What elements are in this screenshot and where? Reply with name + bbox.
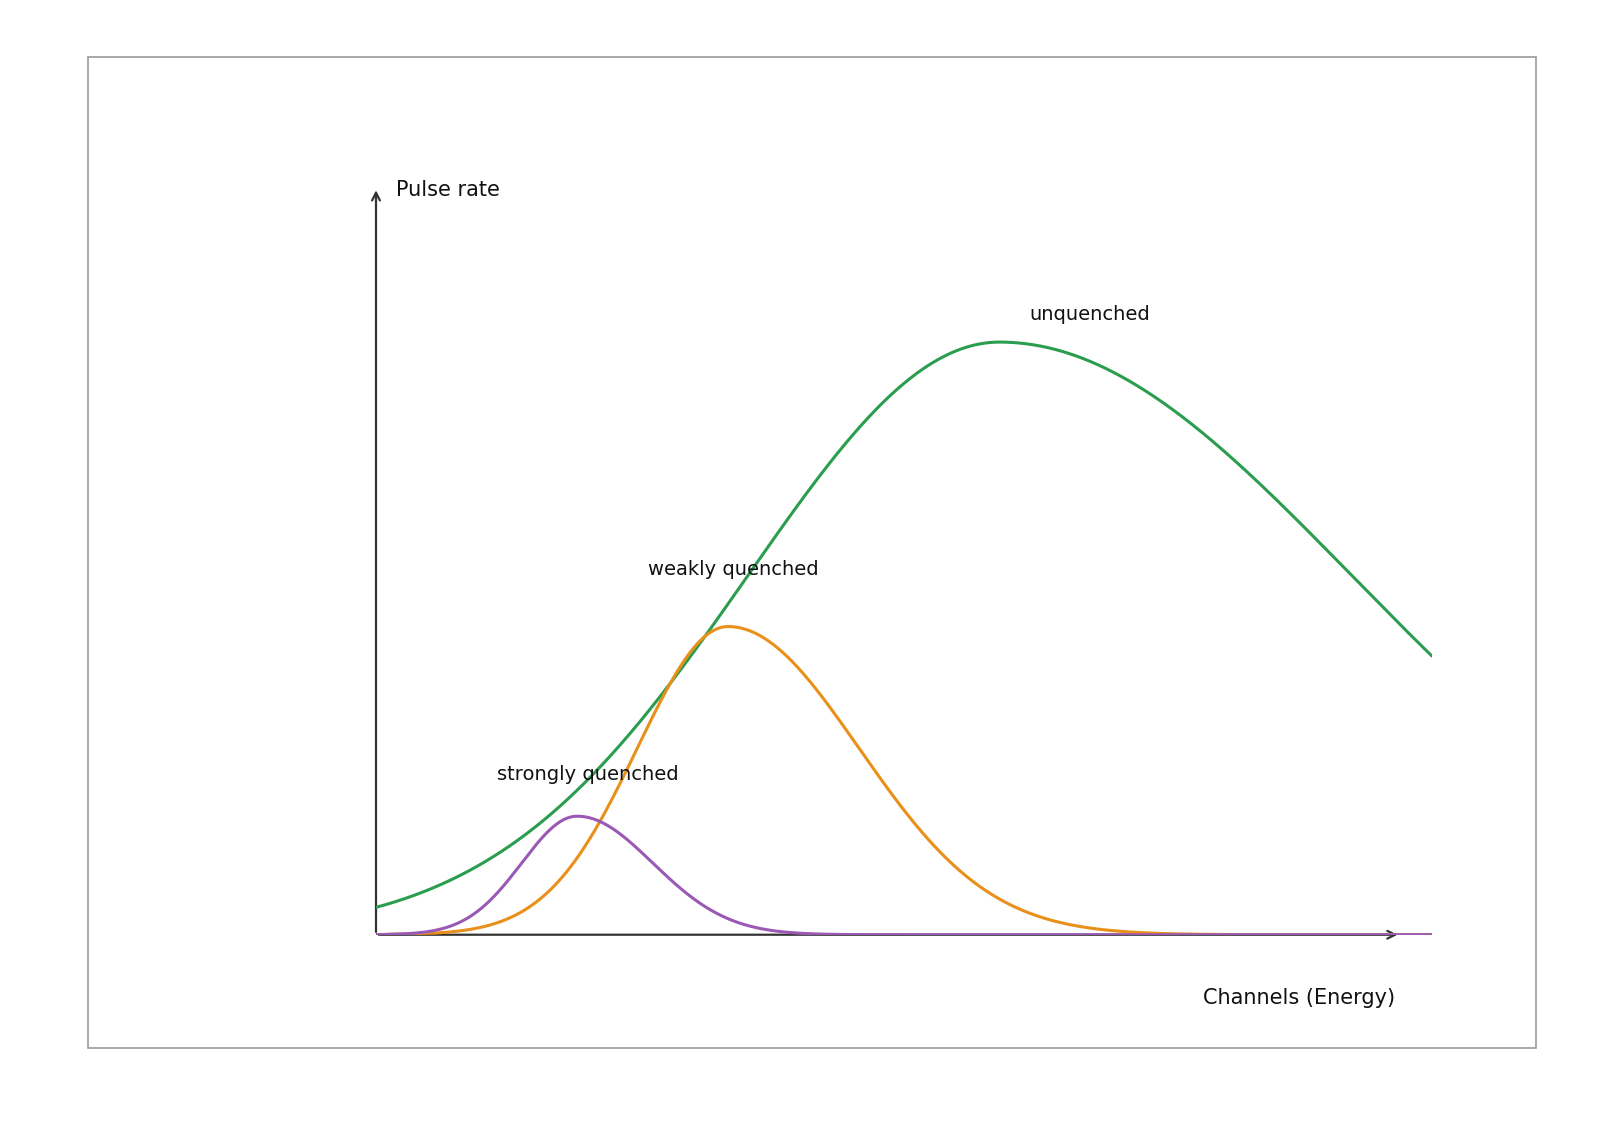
Text: unquenched: unquenched xyxy=(1030,305,1150,324)
Text: Pulse rate: Pulse rate xyxy=(397,180,499,199)
Text: Channels (Energy): Channels (Energy) xyxy=(1203,988,1395,1008)
Bar xyxy=(88,57,1536,1048)
Text: weakly quenched: weakly quenched xyxy=(648,560,818,579)
Text: strongly quenched: strongly quenched xyxy=(496,765,678,784)
